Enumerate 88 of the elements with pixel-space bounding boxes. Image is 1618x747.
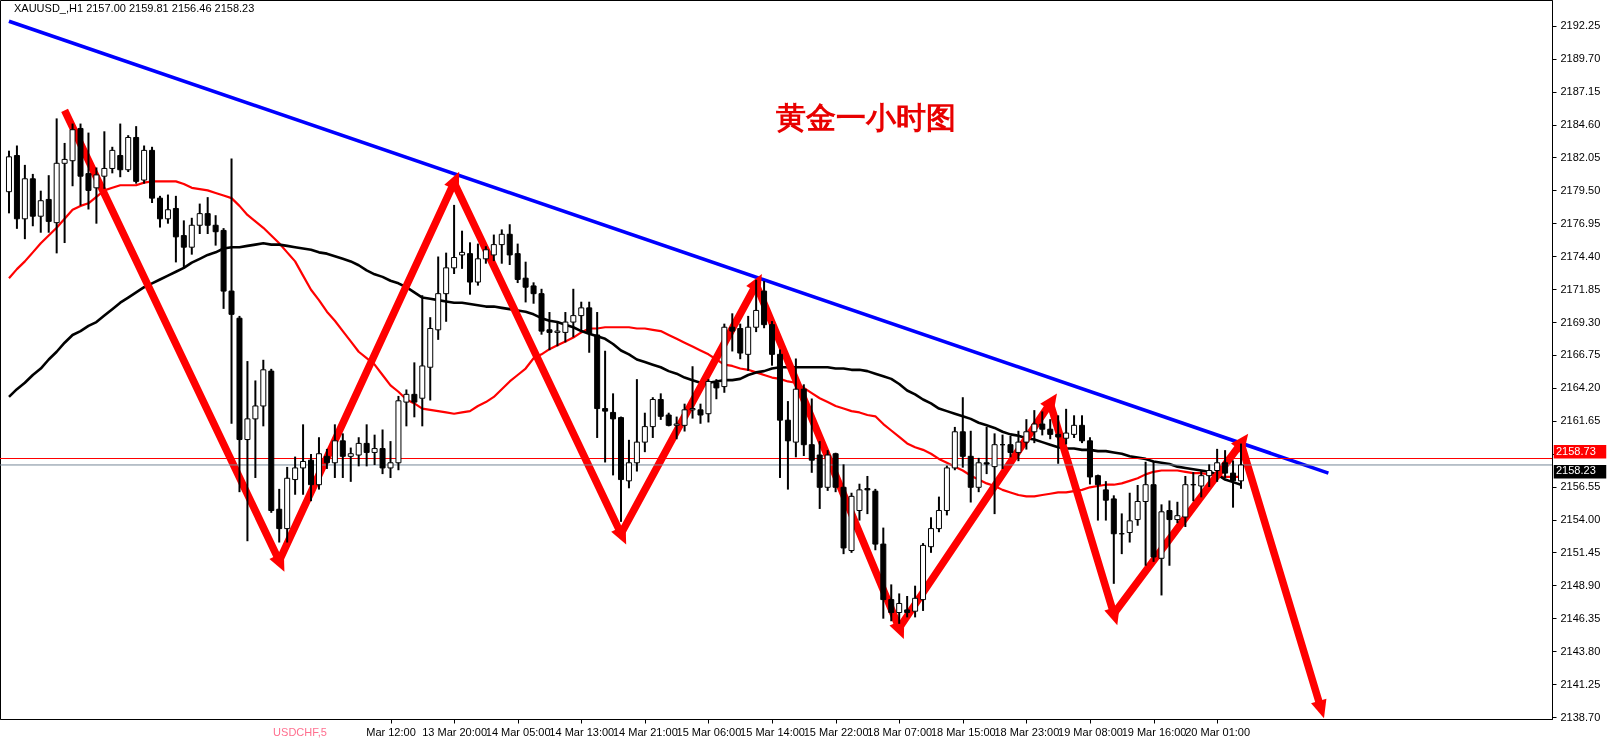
y-tick-label: 2164.20 xyxy=(1560,381,1601,394)
y-tick-label: 2148.90 xyxy=(1560,578,1601,591)
x-tick-label: 15 Mar 06:00 xyxy=(676,725,742,738)
y-tick-label: 2184.60 xyxy=(1560,118,1601,131)
x-tick-label: 15 Mar 14:00 xyxy=(740,725,805,738)
y-tick-label: 2171.85 xyxy=(1560,282,1601,295)
candlestick xyxy=(1055,415,1062,464)
candlestick xyxy=(896,593,903,624)
candlestick xyxy=(347,447,354,482)
candlestick xyxy=(1126,492,1133,543)
candlestick xyxy=(490,234,497,262)
x-tick-label: 20 Mar 01:00 xyxy=(1185,725,1251,738)
y-tick-label: 2141.25 xyxy=(1560,677,1601,690)
candlestick xyxy=(935,496,942,533)
x-tick-label: 19 Mar 16:00 xyxy=(1121,725,1187,738)
y-tick-label: 2166.75 xyxy=(1560,348,1601,361)
x-tick-label: Mar 12:00 xyxy=(366,725,416,738)
y-tick-label: 2174.40 xyxy=(1560,249,1601,262)
x-tick-label: 15 Mar 22:00 xyxy=(803,725,869,738)
candlestick xyxy=(37,190,44,233)
candlestick xyxy=(164,194,171,224)
candlestick xyxy=(1094,474,1101,521)
x-tick-label: 18 Mar 07:00 xyxy=(867,725,933,738)
candlestick xyxy=(1039,411,1046,436)
candlestick xyxy=(459,230,466,269)
candlestick xyxy=(276,488,283,543)
text: 黄金一小时图 xyxy=(776,99,957,135)
candlestick xyxy=(196,203,203,234)
candlestick xyxy=(633,379,640,472)
candlestick xyxy=(808,398,815,473)
candlestick xyxy=(300,424,307,495)
y-tick-label: 2187.15 xyxy=(1560,85,1601,98)
candlestick xyxy=(912,585,919,618)
candlestick xyxy=(888,584,895,622)
ref-line-label: 2158.23 xyxy=(1556,464,1596,477)
candlestick xyxy=(498,229,505,264)
y-tick-label: 2169.30 xyxy=(1560,315,1601,328)
candlestick xyxy=(156,195,163,228)
x-tick-label: 18 Mar 23:00 xyxy=(994,725,1060,738)
y-tick-label: 2143.80 xyxy=(1560,644,1601,657)
candlestick xyxy=(625,439,632,489)
candlestick xyxy=(602,350,609,463)
candlestick xyxy=(1102,481,1109,521)
candlestick xyxy=(578,301,585,333)
candlestick xyxy=(1079,415,1086,444)
y-tick-label: 2161.65 xyxy=(1560,414,1601,427)
y-tick-label: 2154.00 xyxy=(1560,513,1601,526)
candlestick xyxy=(331,424,338,478)
x-tick-label: 13 Mar 20:00 xyxy=(422,725,487,738)
candlestick xyxy=(474,243,481,286)
candlestick xyxy=(451,204,458,275)
y-tick-label: 2138.70 xyxy=(1560,710,1601,723)
x-tick-label: 19 Mar 08:00 xyxy=(1058,725,1123,738)
candlestick xyxy=(1222,450,1229,478)
candlestick xyxy=(729,313,736,352)
chart-title: XAUUSD_,H1 2157.00 2159.81 2156.46 2158.23 xyxy=(14,2,255,14)
x-tick-label: 14 Mar 13:00 xyxy=(549,725,615,738)
candlestick xyxy=(927,517,934,553)
text: USDCHF,5 xyxy=(273,726,327,738)
candlestick xyxy=(355,437,362,467)
y-tick-label: 2192.25 xyxy=(1560,19,1601,32)
y-tick-label: 2176.95 xyxy=(1560,216,1601,229)
candlestick xyxy=(339,433,346,478)
candlestick xyxy=(1063,408,1070,445)
y-tick-label: 2189.70 xyxy=(1560,52,1601,65)
candlestick xyxy=(1047,419,1054,440)
candlestick xyxy=(188,217,195,255)
candlestick xyxy=(45,175,52,233)
candlestick xyxy=(641,412,648,453)
y-tick-label: 2146.35 xyxy=(1560,611,1601,624)
candlestick xyxy=(323,448,330,469)
y-tick-label: 2182.05 xyxy=(1560,150,1601,163)
point xyxy=(1311,698,1327,719)
candlestick xyxy=(292,456,299,495)
candlestick xyxy=(117,123,124,178)
candlestick xyxy=(904,596,911,618)
candlestick xyxy=(610,393,617,476)
y-tick-label: 2179.50 xyxy=(1560,183,1601,196)
y-tick-label: 2151.45 xyxy=(1560,545,1601,558)
candlestick xyxy=(784,401,791,490)
x-tick-label: 14 Mar 05:00 xyxy=(485,725,551,738)
candlestick xyxy=(506,224,513,265)
y-tick-label: 2156.55 xyxy=(1560,480,1601,493)
candlestick xyxy=(753,279,760,333)
candlestick xyxy=(657,393,664,420)
ref-line-label: 2158.73 xyxy=(1556,445,1596,458)
candlestick xyxy=(1071,415,1078,438)
candlestick xyxy=(1214,448,1221,482)
